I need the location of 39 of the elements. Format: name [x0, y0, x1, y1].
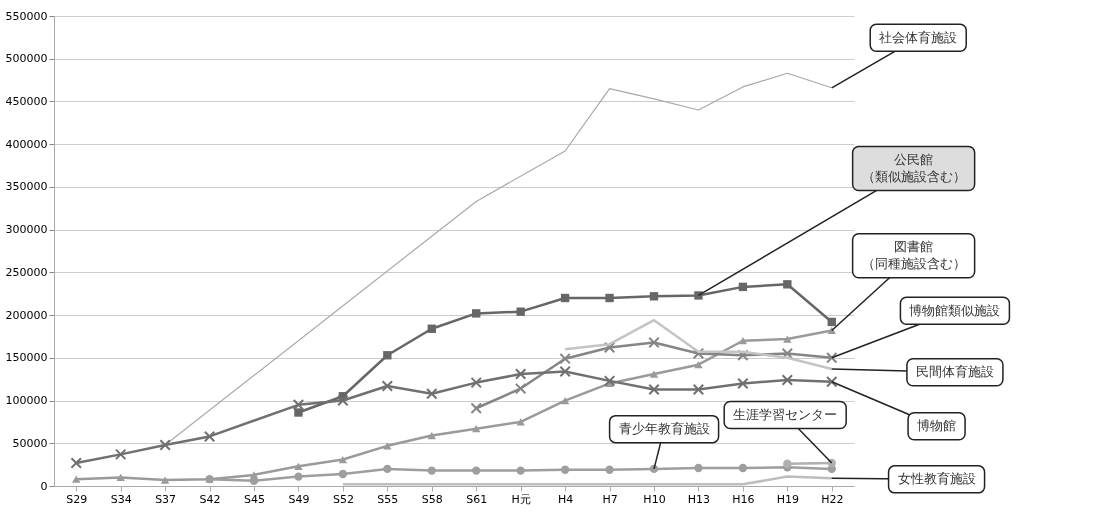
text: 博物館類似施設 [909, 302, 1001, 318]
text: 公民館（類似施設含む） [861, 152, 966, 185]
x-tick-label: S49 [288, 492, 310, 506]
x-tick-label: H4 [557, 492, 574, 506]
x-tick-label: H13 [687, 492, 711, 506]
y-tick-label: 250000 [5, 265, 48, 279]
x-tick-label: S55 [377, 492, 399, 506]
y-tick-label: 100000 [5, 394, 48, 408]
y-tick-label: 550000 [5, 9, 48, 23]
x-tick-label: H7 [602, 492, 618, 506]
text: 博物館 [917, 418, 957, 434]
x-tick-label: S52 [332, 492, 354, 506]
x-tick-label: S58 [421, 492, 443, 506]
x-tick-label: S61 [466, 492, 488, 506]
y-tick-label: 300000 [5, 223, 48, 237]
text: 社会体育施設 [879, 29, 958, 45]
y-tick-label: 0 [40, 479, 48, 493]
y-tick-label: 450000 [5, 94, 48, 108]
x-tick-label: H19 [776, 492, 799, 506]
text: 民間体育施設 [915, 364, 994, 380]
x-tick-label: S45 [244, 492, 265, 506]
y-tick-label: 200000 [5, 308, 48, 322]
x-tick-label: H元 [511, 492, 531, 506]
x-tick-label: H16 [732, 492, 755, 506]
text: 女性教育施設 [897, 471, 976, 487]
text: 図書館（同種施設含む） [861, 239, 966, 272]
x-tick-label: S29 [66, 492, 88, 506]
y-tick-label: 50000 [12, 436, 48, 450]
y-tick-label: 150000 [5, 351, 48, 365]
x-tick-label: S34 [110, 492, 132, 506]
x-tick-label: S37 [155, 492, 177, 506]
y-tick-label: 350000 [5, 180, 48, 194]
x-tick-label: S42 [199, 492, 221, 506]
y-tick-label: 400000 [5, 137, 48, 151]
x-tick-label: H22 [821, 492, 844, 506]
x-tick-label: H10 [643, 492, 666, 506]
y-tick-label: 500000 [5, 52, 48, 66]
text: 生涯学習センター [733, 406, 838, 422]
text: 青少年教育施設 [618, 421, 710, 437]
